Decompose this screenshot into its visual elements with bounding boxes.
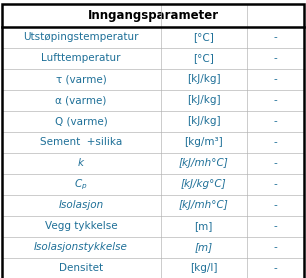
Text: k: k bbox=[78, 158, 84, 168]
Text: -: - bbox=[274, 263, 278, 273]
Text: -: - bbox=[274, 242, 278, 252]
Bar bbox=[2, 90, 304, 111]
Text: [kJ/mh°C]: [kJ/mh°C] bbox=[179, 200, 229, 210]
Text: -: - bbox=[274, 75, 278, 85]
Text: [°C]: [°C] bbox=[193, 33, 214, 43]
Text: [kJ/kg]: [kJ/kg] bbox=[187, 95, 221, 105]
Text: Isolasjon: Isolasjon bbox=[58, 200, 104, 210]
Text: -: - bbox=[274, 137, 278, 147]
Text: [kJ/kg]: [kJ/kg] bbox=[187, 116, 221, 126]
Bar bbox=[2, 27, 304, 48]
Text: [kJ/mh°C]: [kJ/mh°C] bbox=[179, 158, 229, 168]
Text: -: - bbox=[274, 53, 278, 63]
Text: Densitet: Densitet bbox=[59, 263, 103, 273]
Text: [kg/l]: [kg/l] bbox=[190, 263, 218, 273]
Bar bbox=[2, 4, 304, 27]
Text: Sement  +silika: Sement +silika bbox=[40, 137, 122, 147]
Text: -: - bbox=[274, 179, 278, 189]
Text: [kJ/kg]: [kJ/kg] bbox=[187, 75, 221, 85]
Bar bbox=[2, 237, 304, 258]
Bar bbox=[2, 195, 304, 216]
Bar bbox=[2, 153, 304, 174]
Text: -: - bbox=[274, 158, 278, 168]
Text: Vegg tykkelse: Vegg tykkelse bbox=[45, 221, 118, 231]
Text: [kJ/kg°C]: [kJ/kg°C] bbox=[181, 179, 226, 189]
Text: -: - bbox=[274, 200, 278, 210]
Text: -: - bbox=[274, 95, 278, 105]
Text: -: - bbox=[274, 221, 278, 231]
Bar bbox=[2, 111, 304, 132]
Text: Utstøpingstemperatur: Utstøpingstemperatur bbox=[23, 33, 139, 43]
Text: -: - bbox=[274, 33, 278, 43]
Bar bbox=[2, 132, 304, 153]
Text: C$_p$: C$_p$ bbox=[74, 177, 88, 192]
Text: α (varme): α (varme) bbox=[55, 95, 107, 105]
Text: [m]: [m] bbox=[195, 221, 213, 231]
Bar bbox=[2, 69, 304, 90]
Bar bbox=[2, 258, 304, 278]
Text: Lufttemperatur: Lufttemperatur bbox=[41, 53, 121, 63]
Text: Isolasjonstykkelse: Isolasjonstykkelse bbox=[34, 242, 128, 252]
Bar bbox=[2, 216, 304, 237]
Text: Inngangsparameter: Inngangsparameter bbox=[88, 9, 218, 22]
Text: [kg/m³]: [kg/m³] bbox=[185, 137, 223, 147]
Text: Q (varme): Q (varme) bbox=[55, 116, 107, 126]
Text: τ (varme): τ (varme) bbox=[56, 75, 106, 85]
Bar bbox=[2, 174, 304, 195]
Text: -: - bbox=[274, 116, 278, 126]
Text: [°C]: [°C] bbox=[193, 53, 214, 63]
Text: [m]: [m] bbox=[195, 242, 213, 252]
Bar bbox=[2, 48, 304, 69]
